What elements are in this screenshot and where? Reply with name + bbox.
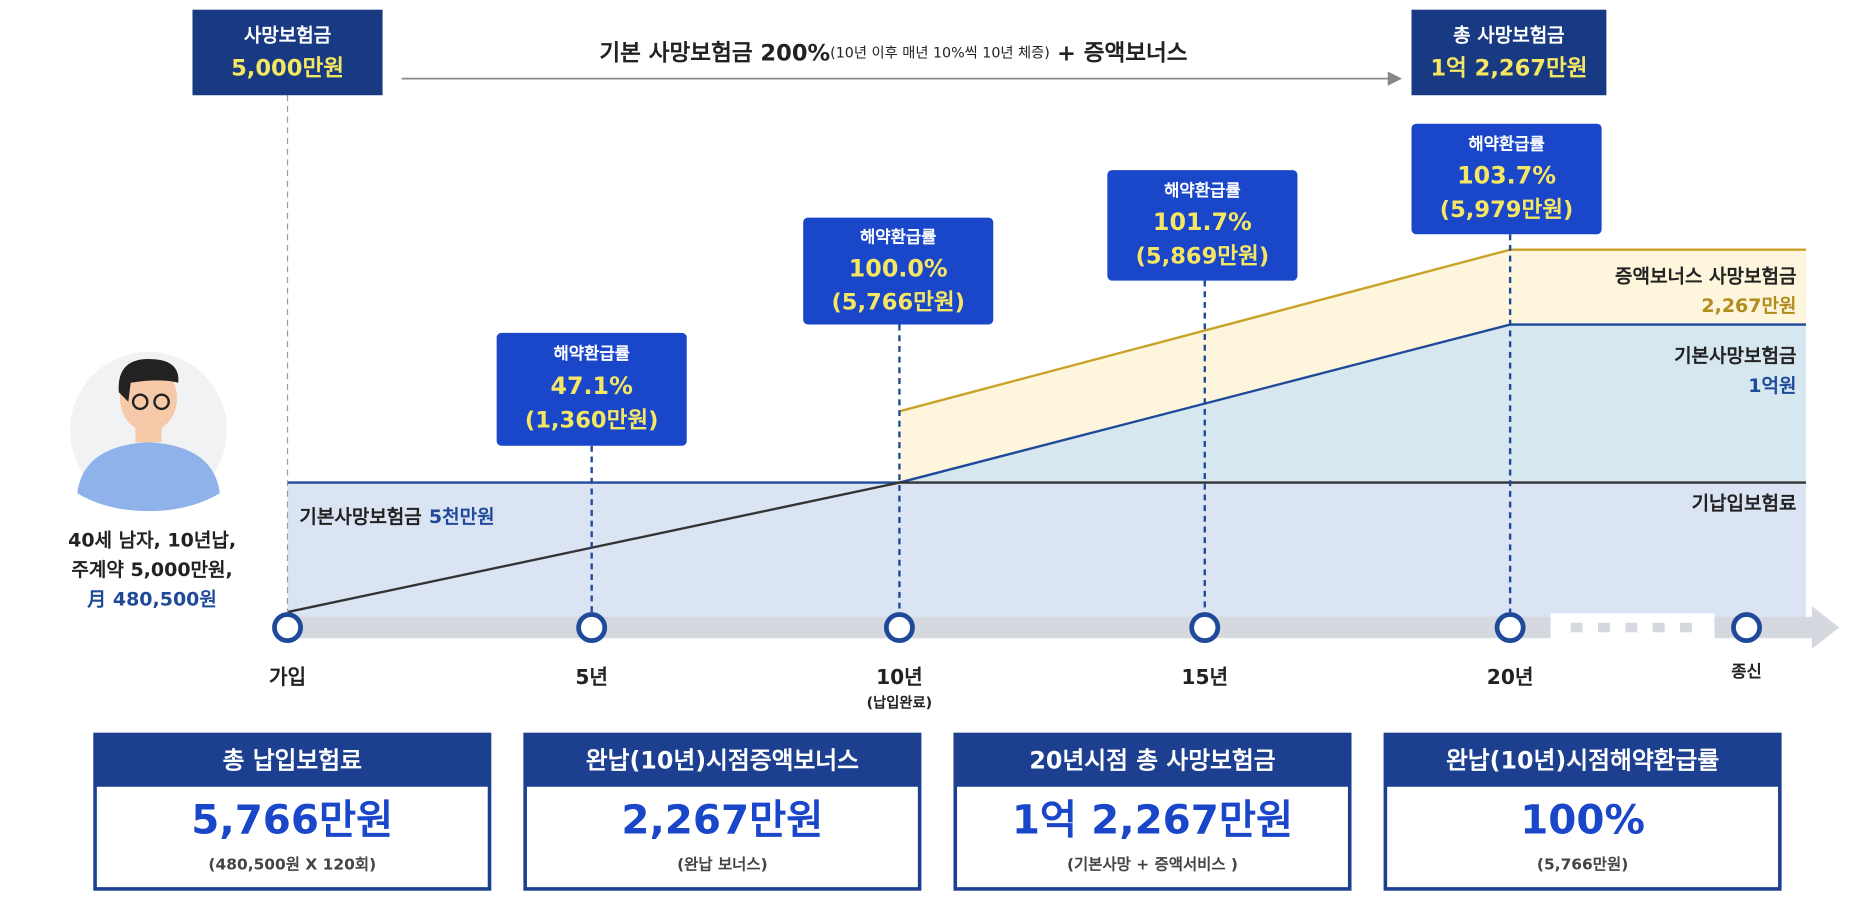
profile-line: 月 480,500원	[86, 589, 217, 611]
summary-cards: 총 납입보험료 5,766만원 (480,500원 X 120회) 완납(10년)시점…	[95, 734, 1780, 888]
callout-rate: 100.0%	[849, 254, 948, 282]
card-value: 5,766만원	[191, 796, 393, 843]
end-label: 총 사망보험금	[1453, 24, 1565, 46]
card-title: 완납(10년)시점증액보너스	[586, 746, 859, 774]
callout: 해약환급률 101.7% (5,869만원)	[1107, 170, 1297, 280]
card-note: (5,766만원)	[1537, 856, 1628, 874]
timeline-note: (납입완료)	[867, 695, 932, 712]
callout-rate: 103.7%	[1457, 162, 1556, 190]
growth-arrowhead	[1388, 71, 1402, 85]
card-value: 2,267만원	[621, 796, 823, 843]
callout-amount: (1,360만원)	[525, 407, 659, 433]
growth-detail: (10년 이후 매년 10%씩 10년 체증)	[830, 45, 1050, 62]
card-value: 100%	[1520, 796, 1645, 843]
start-amount: 5,000만원	[231, 56, 344, 82]
callout-rate: 101.7%	[1153, 208, 1252, 236]
growth-main: 기본 사망보험금 200%	[599, 40, 830, 66]
callout-rate: 47.1%	[550, 372, 633, 400]
growth-plus: + 증액보너스	[1057, 40, 1188, 66]
callout-amount: (5,766만원)	[831, 290, 965, 316]
timeline-label: 10년	[876, 665, 923, 689]
bonus-label: 증액보너스 사망보험금	[1615, 266, 1796, 288]
base-death-20-amount: 1억원	[1748, 375, 1796, 397]
paid-label: 기납입보험료	[1692, 492, 1797, 514]
timeline-label: 가입	[269, 665, 306, 689]
timeline-labels: 가입 5년 10년 (납입완료) 15년 20년 종신	[269, 662, 1762, 711]
timeline-label: 20년	[1487, 665, 1534, 689]
card-title: 20년시점 총 사망보험금	[1029, 746, 1275, 774]
callout-title: 해약환급률	[1468, 134, 1544, 154]
profile-line: 주계약 5,000만원,	[71, 559, 232, 581]
base-death-20-label: 기본사망보험금	[1674, 345, 1796, 367]
timeline-arrow	[1812, 606, 1839, 649]
callout: 해약환급률 103.7% (5,979만원)	[1412, 124, 1602, 234]
card-title: 총 납입보험료	[223, 746, 363, 774]
profile-line: 40세 남자, 10년납,	[68, 529, 236, 551]
label-name: 기본사망보험금	[299, 506, 421, 528]
infographic: 가입 5년 10년 (납입완료) 15년 20년 종신 사망보험금 5,000만…	[0, 0, 1863, 901]
card-note: (480,500원 X 120회)	[208, 855, 376, 874]
callout-title: 해약환급률	[860, 226, 936, 246]
callout-title: 해약환급률	[553, 343, 629, 363]
card-note: (완납 보너스)	[677, 856, 768, 874]
growth-text: 기본 사망보험금 200%(10년 이후 매년 10%씩 10년 체증) + 증액…	[599, 40, 1187, 66]
card-note: (기본사망 + 증액서비스 )	[1067, 855, 1238, 874]
paid-area	[288, 483, 1806, 618]
callout: 해약환급률 47.1% (1,360만원)	[497, 333, 687, 446]
card-value: 1억 2,267만원	[1012, 796, 1293, 843]
base-death-label: 기본사망보험금 5천만원	[299, 506, 494, 528]
page: 가입 5년 10년 (납입완료) 15년 20년 종신 사망보험금 5,000만…	[0, 0, 1863, 901]
start-label: 사망보험금	[244, 24, 331, 46]
card-title: 완납(10년)시점해약환급률	[1446, 746, 1719, 774]
callout-amount: (5,979만원)	[1440, 197, 1574, 223]
label-amount: 5천만원	[429, 506, 495, 528]
end-box	[1412, 10, 1607, 96]
callout-amount: (5,869만원)	[1136, 243, 1270, 269]
bonus-amount: 2,267만원	[1701, 295, 1796, 317]
timeline-label: 종신	[1731, 662, 1762, 681]
timeline-label: 15년	[1181, 665, 1228, 689]
start-box	[192, 10, 382, 96]
end-amount: 1억 2,267만원	[1430, 56, 1587, 82]
callout-title: 해약환급률	[1164, 180, 1240, 200]
profile-icon	[70, 352, 227, 511]
callout: 해약환급률 100.0% (5,766만원)	[803, 218, 993, 325]
timeline-label: 5년	[575, 665, 608, 689]
